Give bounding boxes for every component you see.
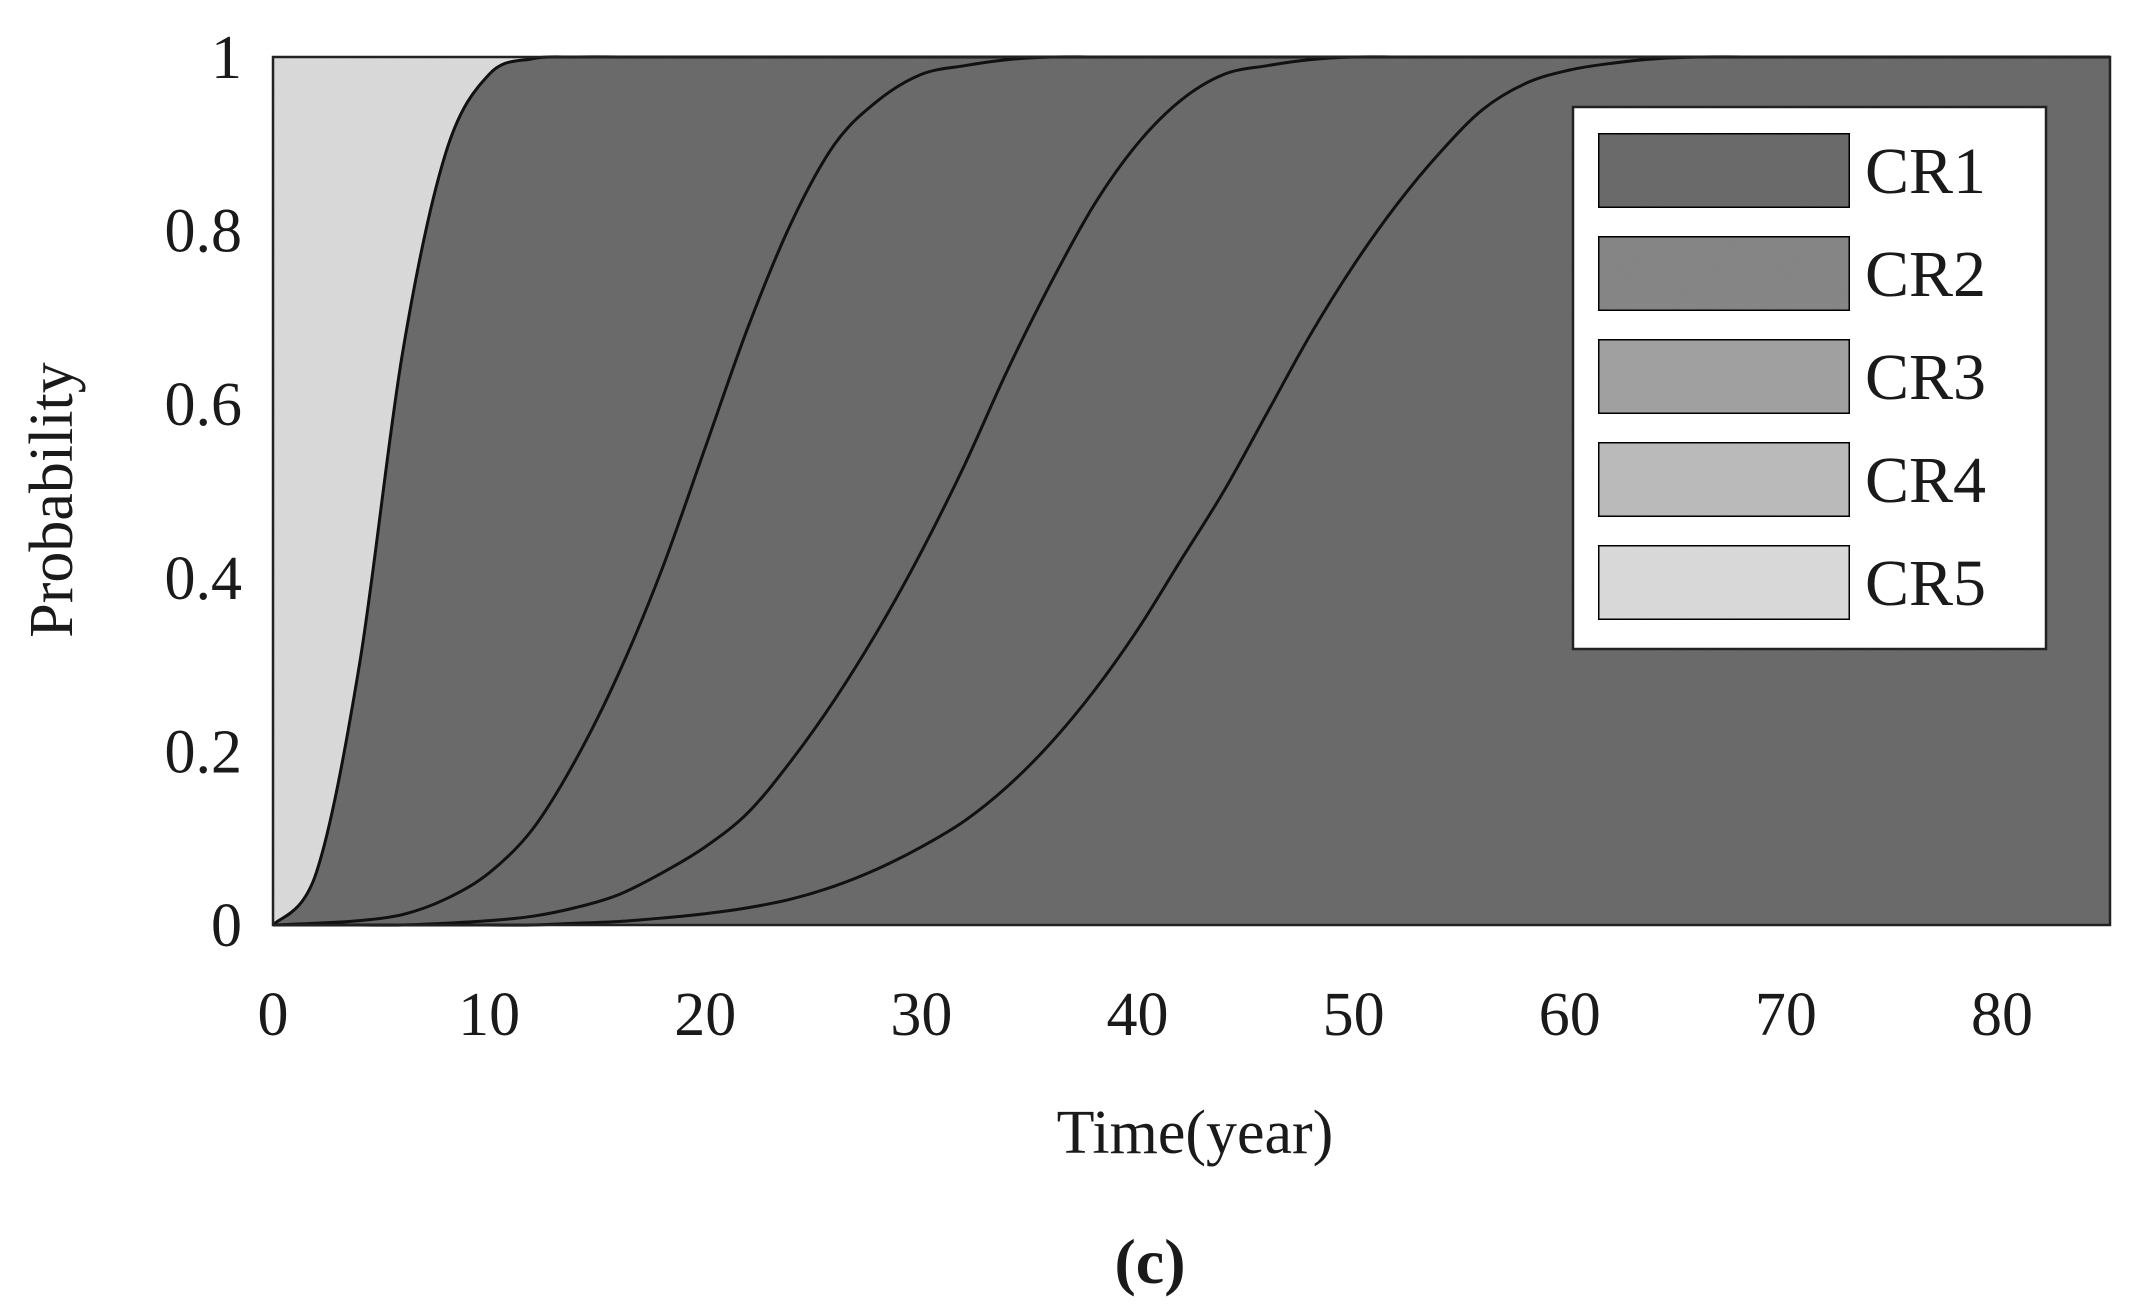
x-tick-label: 30 — [890, 981, 952, 1049]
legend-swatch-cr1 — [1596, 131, 1852, 210]
legend-label-cr1: CR1 — [1865, 135, 1986, 208]
y-tick-label: 0.6 — [165, 371, 243, 439]
legend-label-cr4: CR4 — [1865, 444, 1986, 517]
y-tick-label: 0.2 — [165, 718, 243, 786]
plot-frame — [271, 55, 2112, 927]
legend-swatch-cr3 — [1596, 337, 1852, 416]
y-tick-label: 0.4 — [165, 545, 243, 613]
x-tick-label: 40 — [1106, 981, 1168, 1049]
legend-swatch-cr4 — [1596, 440, 1852, 519]
legend-swatch-cr2 — [1596, 234, 1852, 313]
x-tick-label: 80 — [1971, 981, 2033, 1049]
x-tick-label: 0 — [258, 981, 289, 1049]
legend-label-cr3: CR3 — [1865, 341, 1986, 414]
y-tick-label: 1 — [211, 24, 242, 92]
panel-label: (c) — [1114, 1226, 1185, 1297]
legend-label-cr5: CR5 — [1865, 547, 1986, 620]
x-axis-label: Time(year) — [1057, 1099, 1334, 1167]
y-axis-label: Probability — [18, 362, 86, 638]
y-tick-label: 0 — [211, 892, 242, 960]
legend-swatch-cr5 — [1596, 543, 1852, 622]
x-tick-label: 50 — [1323, 981, 1385, 1049]
x-tick-label: 20 — [674, 981, 736, 1049]
legend: CR1 CR2 CR3 CR4 CR5 — [1571, 105, 2048, 651]
legend-label-cr2: CR2 — [1865, 238, 1986, 311]
x-tick-label: 10 — [458, 981, 520, 1049]
axes: 0 10 20 30 40 50 60 70 80 0 0.2 0.4 0.6 0.8 1 — [165, 24, 2112, 1049]
x-tick-label: 70 — [1755, 981, 1817, 1049]
x-tick-label: 60 — [1539, 981, 1601, 1049]
y-tick-label: 0.8 — [165, 198, 243, 266]
